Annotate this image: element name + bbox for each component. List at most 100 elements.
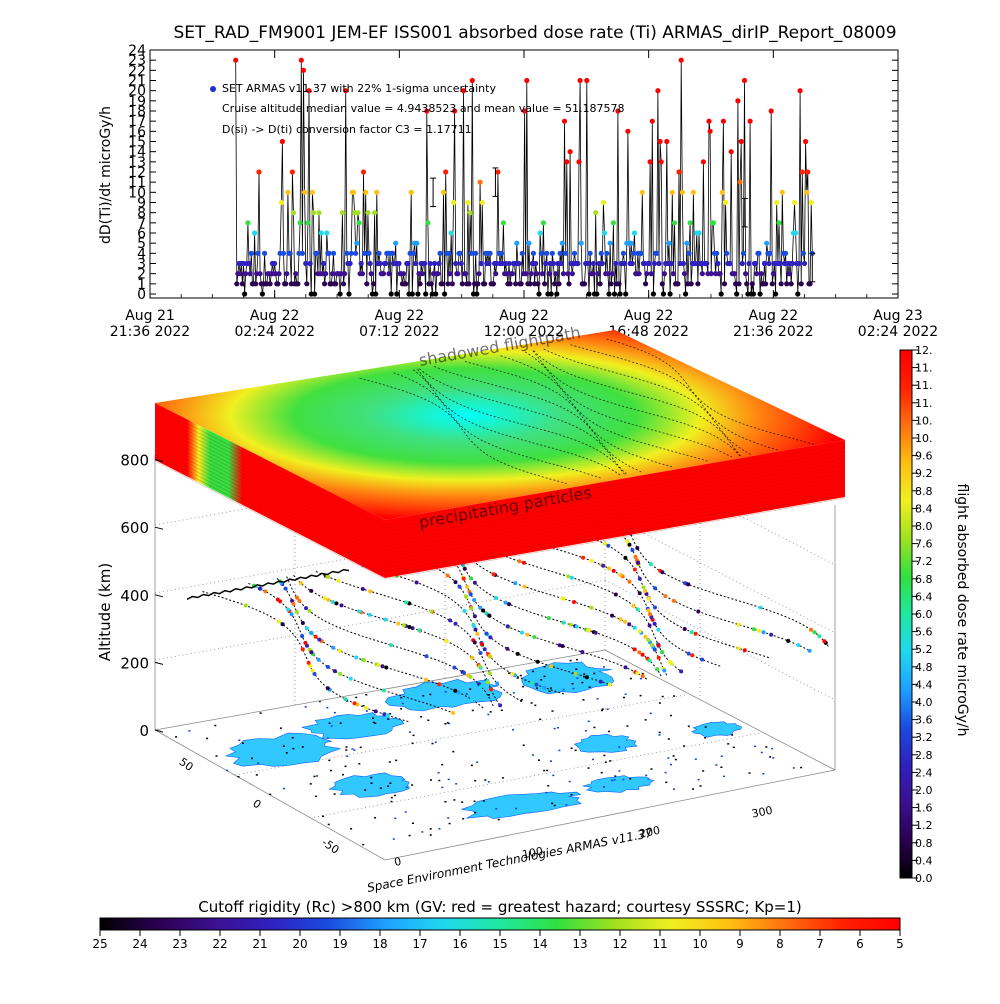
map-speck bbox=[372, 721, 375, 724]
orbit-point bbox=[456, 690, 461, 695]
dose-rate-point bbox=[468, 250, 474, 256]
dose-rate-point bbox=[766, 260, 772, 267]
orbit-point bbox=[693, 631, 698, 636]
orbit-point bbox=[453, 688, 458, 693]
dose-rate-point bbox=[247, 271, 253, 277]
ground-map bbox=[175, 658, 803, 846]
x-tick-label: 12:00 2022 bbox=[484, 324, 564, 340]
map-speck bbox=[362, 704, 365, 707]
slab-front-right bbox=[385, 440, 845, 578]
dose-rate-point bbox=[280, 250, 287, 256]
dose-rate-point bbox=[329, 271, 335, 277]
dose-tick-label: 12. bbox=[915, 344, 933, 357]
orbit-point bbox=[690, 653, 695, 658]
y-tick-label: 8 bbox=[137, 206, 146, 222]
dose-rate-point bbox=[584, 77, 590, 84]
dose-rate-point bbox=[413, 260, 419, 267]
land-region bbox=[301, 712, 405, 740]
map-speck bbox=[255, 774, 258, 776]
orbit-point bbox=[362, 658, 367, 663]
dose-rate-point bbox=[506, 260, 512, 267]
map-speck bbox=[557, 727, 559, 729]
orbit-point bbox=[332, 669, 337, 674]
orbit-point bbox=[448, 618, 453, 623]
dose-rate-point bbox=[595, 271, 601, 277]
dose-rate-point bbox=[683, 291, 689, 297]
dose-rate-point bbox=[358, 260, 364, 267]
orbit-point bbox=[291, 601, 296, 606]
map-speck bbox=[583, 673, 586, 675]
orbit-point bbox=[487, 671, 492, 676]
dose-rate-point bbox=[629, 260, 635, 267]
orbit-point bbox=[812, 630, 817, 635]
orbit-point bbox=[569, 575, 574, 580]
dose-rate-point bbox=[465, 199, 471, 206]
map-speck bbox=[353, 749, 356, 751]
dose-rate-point bbox=[788, 281, 794, 287]
map-speck bbox=[641, 672, 644, 675]
map-speck bbox=[629, 778, 632, 780]
orbit-point bbox=[647, 623, 652, 628]
dose-rate-point bbox=[367, 260, 373, 267]
map-speck bbox=[390, 796, 393, 799]
dose-rate-point bbox=[676, 169, 682, 175]
map-speck bbox=[553, 804, 556, 807]
orbit-point bbox=[472, 580, 477, 585]
map-speck bbox=[519, 674, 522, 677]
map-speck bbox=[699, 785, 702, 787]
dose-rate-point bbox=[530, 250, 537, 256]
orbit-point bbox=[636, 560, 640, 565]
dose-rate-point bbox=[741, 77, 748, 84]
dose-rate-point bbox=[504, 271, 510, 277]
dose-rate-point bbox=[242, 291, 248, 297]
orbit-point bbox=[647, 658, 652, 663]
y-tick-label: 13 bbox=[128, 155, 146, 171]
dose-rate-point bbox=[747, 118, 753, 124]
dose-rate-point bbox=[495, 169, 501, 175]
orbit-point bbox=[660, 650, 665, 654]
slab-stripe bbox=[384, 476, 846, 558]
orbit-point bbox=[453, 580, 458, 585]
map-speck bbox=[470, 764, 473, 767]
dose-rate-point bbox=[795, 291, 801, 297]
orbit-point bbox=[581, 555, 586, 560]
orbit-point bbox=[611, 568, 616, 573]
grid-line bbox=[604, 512, 836, 634]
dose-rate-point bbox=[776, 220, 782, 226]
orbit-point bbox=[669, 661, 674, 666]
map-speck bbox=[444, 723, 447, 725]
map-speck bbox=[715, 764, 718, 766]
orbit-point bbox=[655, 667, 660, 672]
dose-rate-point bbox=[680, 260, 687, 267]
dose-rate-point bbox=[774, 199, 780, 206]
dose-rate-point bbox=[419, 271, 425, 277]
dose-tick-label: 4.4 bbox=[915, 678, 933, 691]
y-tick-label: 24 bbox=[128, 43, 146, 59]
orbit-point bbox=[644, 592, 649, 596]
map-speck bbox=[326, 737, 329, 739]
orbit-point bbox=[534, 682, 539, 687]
map-speck bbox=[364, 789, 367, 791]
map-speck bbox=[462, 818, 465, 820]
orbit-point bbox=[363, 705, 368, 710]
dose-rate-point bbox=[339, 210, 345, 216]
orbit-point bbox=[295, 595, 300, 600]
map-speck bbox=[422, 695, 425, 697]
land-region bbox=[573, 733, 638, 753]
map-speck bbox=[388, 761, 391, 763]
dose-rate-point bbox=[259, 291, 265, 297]
rigidity-tick-label: 22 bbox=[212, 937, 227, 951]
map-speck bbox=[664, 771, 667, 774]
map-speck bbox=[411, 742, 414, 745]
dose-rate-point bbox=[739, 260, 745, 267]
slab-stripe bbox=[154, 460, 386, 580]
dose-rate-point bbox=[718, 291, 724, 297]
map-speck bbox=[437, 772, 440, 774]
slab-flightpath bbox=[417, 368, 625, 475]
dose-rate-point bbox=[714, 250, 720, 256]
y-tick-label: 9 bbox=[137, 196, 146, 212]
dose-tick-label: 7.2 bbox=[915, 555, 933, 568]
dose-rate-point bbox=[427, 260, 433, 267]
orbit-point bbox=[522, 560, 526, 565]
map-speck bbox=[448, 722, 451, 725]
